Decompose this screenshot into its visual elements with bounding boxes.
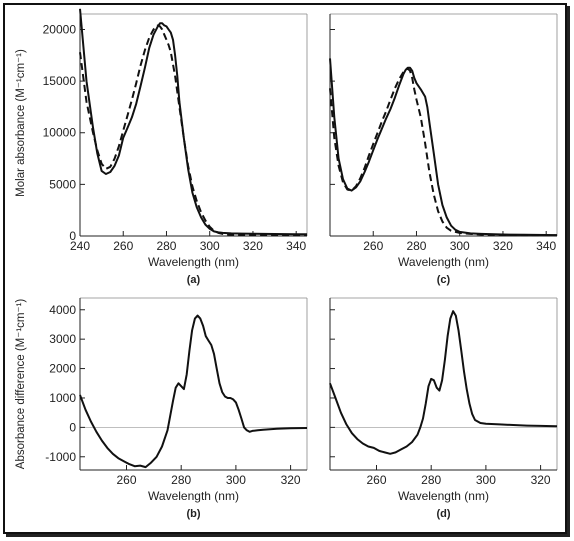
panel-a-label: (a) <box>187 274 201 286</box>
panel-a-x-axis-label: Wavelength (nm) <box>148 255 239 269</box>
panel-a-x-tick-label: 300 <box>200 239 220 253</box>
panel-c-label: (c) <box>437 274 451 286</box>
top-y-axis-label: Molar absorbance (M⁻¹cm⁻¹) <box>15 49 27 197</box>
panel-b-x-tick-label: 320 <box>281 473 301 487</box>
panel-c-x-tick-label: 340 <box>536 239 556 253</box>
panel-d-label: (d) <box>436 508 450 520</box>
panel-b-y-tick-label: 4000 <box>49 303 76 317</box>
panel-a-series-solid <box>79 8 308 236</box>
panel-a-y-tick-label: 20000 <box>43 22 77 36</box>
panel-c-x-tick-label: 280 <box>406 239 426 253</box>
panel-a-x-tick-label: 320 <box>243 239 263 253</box>
bottom-y-axis-label: Absorbance difference (M⁻¹cm⁻¹) <box>15 299 27 470</box>
panel-a-x-tick-label: 280 <box>156 239 176 253</box>
panel-a-y-tick-label: 10000 <box>43 126 77 140</box>
panel-b-x-tick-label: 260 <box>116 473 136 487</box>
panel-c-x-axis-label: Wavelength (nm) <box>398 255 489 269</box>
panel-b-y-tick-label: 1000 <box>49 391 76 405</box>
panel-c-series-dashed <box>329 67 558 237</box>
panel-b-label: (b) <box>186 508 200 520</box>
panel-a-y-tick-label: 0 <box>69 229 76 243</box>
panel-b-y-tick-label: -1000 <box>45 450 76 464</box>
panel-b-series-solid <box>79 314 308 469</box>
panel-a-x-tick-label: 240 <box>70 239 90 253</box>
panel-a-series-dashed <box>79 24 307 237</box>
panel-a-x-tick-label: 260 <box>113 239 133 253</box>
panel-b-x-axis-label: Wavelength (nm) <box>148 489 239 503</box>
panel-d-x-tick-label: 280 <box>421 473 441 487</box>
figure-frame <box>3 3 567 534</box>
panel-a-y-tick-label: 5000 <box>49 177 76 191</box>
panel-d-x-tick-label: 260 <box>366 473 386 487</box>
panel-d-series-solid <box>329 310 558 455</box>
panel-d-x-axis-label: Wavelength (nm) <box>398 489 489 503</box>
panel-a-x-tick-label: 340 <box>286 239 306 253</box>
panel-b-y-tick-label: 3000 <box>49 332 76 346</box>
panel-b-x-tick-label: 300 <box>226 473 246 487</box>
panel-c-series-solid <box>329 58 558 237</box>
panel-b-y-tick-label: 2000 <box>49 362 76 376</box>
panel-b-y-tick-label: 0 <box>69 420 76 434</box>
panel-c-x-tick-label: 260 <box>363 239 383 253</box>
panel-d-x-tick-label: 300 <box>476 473 496 487</box>
panel-b-x-tick-label: 280 <box>171 473 191 487</box>
panel-c-x-tick-label: 300 <box>450 239 470 253</box>
panel-d-x-tick-label: 320 <box>531 473 551 487</box>
panel-c-x-tick-label: 320 <box>493 239 513 253</box>
panel-a-y-tick-label: 15000 <box>43 74 77 88</box>
